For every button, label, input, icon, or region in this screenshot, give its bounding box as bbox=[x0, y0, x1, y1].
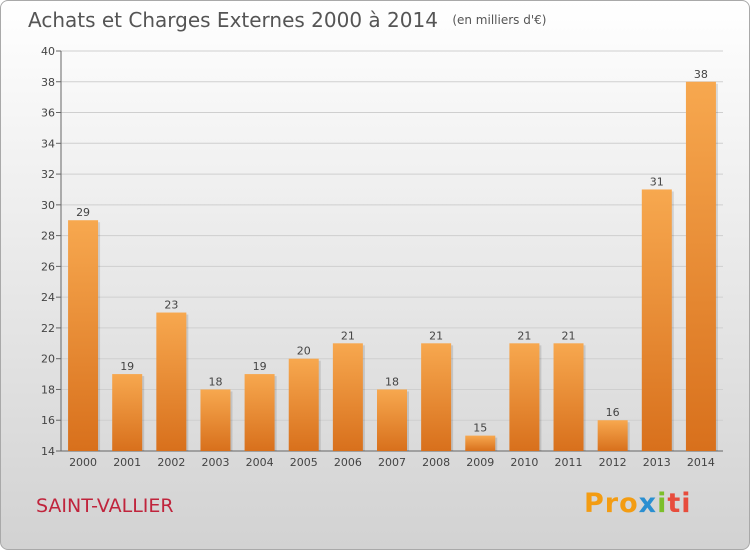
data-label: 19 bbox=[253, 360, 267, 373]
x-tick-label: 2005 bbox=[290, 456, 318, 469]
data-label: 31 bbox=[650, 175, 664, 188]
data-label: 15 bbox=[473, 422, 487, 435]
data-label: 23 bbox=[164, 299, 178, 312]
bar bbox=[288, 358, 319, 451]
data-label: 21 bbox=[341, 329, 355, 342]
x-tick-label: 2009 bbox=[466, 456, 494, 469]
x-tick-label: 2002 bbox=[157, 456, 185, 469]
data-label: 21 bbox=[562, 329, 576, 342]
x-tick-label: 2010 bbox=[510, 456, 538, 469]
x-tick-label: 2004 bbox=[246, 456, 274, 469]
bar bbox=[244, 374, 275, 451]
y-tick-label: 38 bbox=[41, 76, 55, 89]
y-tick-label: 20 bbox=[41, 353, 55, 366]
data-label: 16 bbox=[606, 406, 620, 419]
y-tick-label: 30 bbox=[41, 199, 55, 212]
bar bbox=[377, 389, 407, 451]
x-tick-label: 2003 bbox=[201, 456, 229, 469]
x-tick-label: 2012 bbox=[599, 456, 627, 469]
y-tick-label: 14 bbox=[41, 445, 55, 458]
x-tick-label: 2013 bbox=[643, 456, 671, 469]
bar bbox=[641, 189, 672, 451]
bar bbox=[509, 343, 540, 451]
bar bbox=[200, 389, 231, 451]
logo-part: ti bbox=[667, 488, 692, 519]
city-name: SAINT-VALLIER bbox=[36, 495, 174, 517]
y-tick-label: 34 bbox=[41, 137, 55, 150]
y-tick-label: 36 bbox=[41, 107, 55, 120]
x-tick-label: 2008 bbox=[422, 456, 450, 469]
labels: 29 2000 19 2001 23 2002 18 2003 19 2004 20 2005 21 20… bbox=[69, 68, 715, 469]
data-label: 20 bbox=[297, 345, 311, 358]
y-tick-label: 40 bbox=[41, 45, 55, 58]
y-tick-label: 22 bbox=[41, 322, 55, 335]
data-label: 18 bbox=[385, 375, 399, 388]
logo-part: Pro bbox=[584, 488, 639, 519]
x-tick-label: 2007 bbox=[378, 456, 406, 469]
y-tick-label: 18 bbox=[41, 383, 55, 396]
bar bbox=[112, 374, 143, 451]
bar bbox=[685, 81, 716, 452]
proxiti-logo: Proxiti bbox=[584, 488, 692, 519]
x-tick-label: 2001 bbox=[113, 456, 141, 469]
data-label: 38 bbox=[694, 68, 708, 81]
chart-title-text: Achats et Charges Externes 2000 à 2014 bbox=[28, 8, 438, 32]
data-label: 19 bbox=[120, 360, 134, 373]
data-label: 29 bbox=[76, 206, 90, 219]
y-tick-label: 32 bbox=[41, 168, 55, 181]
logo-part: x bbox=[638, 488, 658, 519]
x-tick-label: 2006 bbox=[334, 456, 362, 469]
chart-subtitle: (en milliers d'€) bbox=[452, 13, 547, 27]
bar bbox=[597, 420, 628, 451]
logo-part: i bbox=[657, 488, 668, 519]
x-tick-label: 2000 bbox=[69, 456, 97, 469]
y-tick-label: 26 bbox=[41, 260, 55, 273]
data-label: 21 bbox=[429, 329, 443, 342]
data-label: 18 bbox=[208, 375, 222, 388]
x-tick-label: 2011 bbox=[555, 456, 583, 469]
y-tick-label: 24 bbox=[41, 291, 55, 304]
x-tick-label: 2014 bbox=[687, 456, 715, 469]
chart-title: Achats et Charges Externes 2000 à 2014 (… bbox=[28, 8, 546, 32]
bar bbox=[332, 343, 363, 451]
y-tick-label: 28 bbox=[41, 230, 55, 243]
bars bbox=[68, 81, 718, 452]
bar bbox=[553, 343, 584, 451]
bar bbox=[421, 343, 452, 451]
bar bbox=[465, 435, 496, 451]
bar bbox=[68, 220, 99, 451]
bar bbox=[156, 312, 187, 451]
y-tick-label: 16 bbox=[41, 414, 55, 427]
data-label: 21 bbox=[517, 329, 531, 342]
